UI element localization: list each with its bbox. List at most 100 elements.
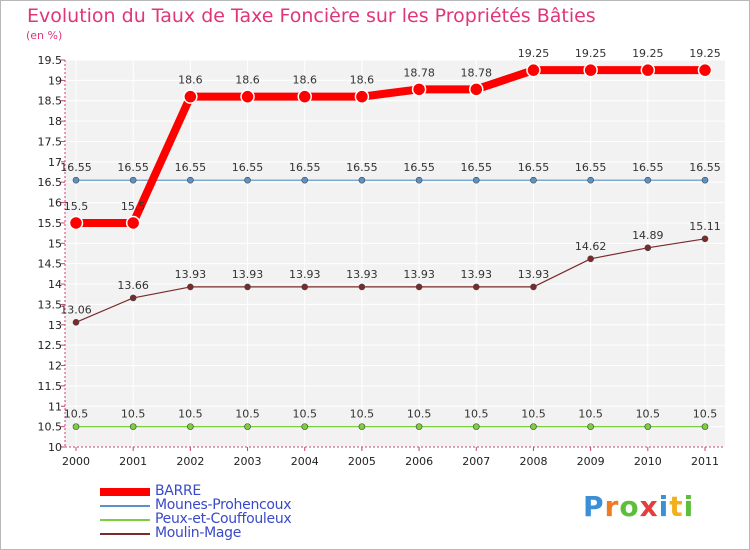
data-point-moulin-mage	[244, 283, 251, 291]
data-label-barre: 19.25	[632, 47, 664, 60]
data-point-moulin-mage	[72, 319, 80, 326]
data-label-peux-et-couffouleux: 10.5	[64, 408, 89, 421]
y-tick-label: 18	[48, 115, 62, 128]
data-point-peux-et-couffouleux	[587, 423, 594, 430]
data-label-barre: 18.6	[235, 74, 260, 87]
data-point-moulin-mage	[701, 235, 709, 243]
data-label-mounes-prohencoux: 16.55	[289, 161, 321, 174]
data-label-moulin-mage: 13.93	[403, 268, 435, 281]
y-tick-label: 18.5	[38, 95, 63, 108]
y-tick-label: 14	[48, 278, 62, 291]
data-point-barre	[583, 62, 598, 78]
data-point-mounes-prohencoux	[472, 176, 480, 184]
data-point-mounes-prohencoux	[187, 176, 194, 184]
series-line-moulin-mage	[75, 238, 706, 323]
data-label-peux-et-couffouleux: 10.5	[521, 408, 546, 421]
legend-item-mounes-prohencoux: Mounes-Prohencoux	[100, 497, 360, 513]
data-point-barre	[68, 215, 84, 231]
data-point-mounes-prohencoux	[644, 176, 652, 184]
data-label-barre: 19.25	[518, 47, 550, 60]
x-tick-label: 2000	[62, 455, 90, 468]
legend-label-peux-et-couffouleux: Peux-et-Couffouleux	[155, 511, 292, 527]
legend-item-moulin-mage: Moulin-Mage	[100, 525, 360, 541]
data-label-moulin-mage: 15.11	[689, 220, 721, 233]
data-label-mounes-prohencoux: 16.55	[232, 161, 264, 174]
data-point-moulin-mage	[644, 244, 652, 252]
data-point-peux-et-couffouleux	[72, 423, 80, 430]
data-point-mounes-prohencoux	[244, 176, 251, 184]
y-tick-label: 12.5	[38, 339, 63, 352]
legend: BARRE Mounes-Prohencoux Peux-et-Couffoul…	[100, 483, 360, 541]
data-label-mounes-prohencoux: 16.55	[346, 161, 378, 174]
data-point-mounes-prohencoux	[415, 176, 423, 184]
proxiti-logo: Proxiti	[583, 490, 694, 523]
data-label-barre: 15.5	[121, 200, 146, 213]
y-tick-label: 15	[48, 237, 62, 250]
data-point-peux-et-couffouleux	[301, 423, 309, 430]
data-label-moulin-mage: 13.93	[232, 268, 264, 281]
data-point-barre	[640, 62, 656, 78]
data-label-barre: 18.6	[292, 74, 317, 87]
y-tick-label: 13	[48, 319, 62, 332]
y-tick-label: 14.5	[38, 258, 63, 271]
logo-letter: t	[669, 490, 684, 523]
data-label-barre: 18.6	[178, 74, 203, 87]
x-tick-label: 2003	[234, 455, 262, 468]
data-point-mounes-prohencoux	[701, 176, 709, 184]
data-label-mounes-prohencoux: 16.55	[403, 161, 435, 174]
data-label-moulin-mage: 13.93	[175, 268, 207, 281]
data-point-barre	[240, 89, 255, 104]
x-tick-label: 2011	[691, 455, 719, 468]
legend-label-moulin-mage: Moulin-Mage	[155, 525, 242, 541]
x-tick-label: 2004	[291, 455, 319, 468]
y-tick-label: 12	[48, 360, 62, 373]
y-tick-label: 19.5	[38, 54, 63, 67]
data-label-mounes-prohencoux: 16.55	[632, 161, 664, 174]
chart-title: Evolution du Taux de Taxe Foncière sur l…	[27, 5, 596, 27]
x-tick-label: 2009	[577, 455, 605, 468]
data-point-mounes-prohencoux	[530, 176, 537, 184]
x-tick-label: 2008	[519, 455, 547, 468]
y-tick-label: 11	[48, 400, 62, 413]
plot-area	[65, 60, 725, 447]
legend-item-peux-et-couffouleux: Peux-et-Couffouleux	[100, 511, 360, 527]
data-point-peux-et-couffouleux	[530, 423, 537, 430]
data-point-barre	[697, 62, 713, 78]
y-tick-label: 13.5	[38, 298, 63, 311]
data-label-peux-et-couffouleux: 10.5	[636, 408, 661, 421]
data-label-peux-et-couffouleux: 10.5	[350, 408, 375, 421]
y-tick-label: 16.5	[38, 176, 63, 189]
data-label-barre: 18.78	[461, 66, 493, 79]
logo-letter: o	[619, 490, 640, 523]
logo-letter: r	[604, 490, 620, 523]
data-point-mounes-prohencoux	[587, 176, 594, 184]
data-point-peux-et-couffouleux	[129, 423, 137, 430]
data-point-barre	[411, 82, 427, 97]
logo-letter: i	[683, 490, 695, 523]
data-point-peux-et-couffouleux	[244, 423, 251, 430]
data-label-mounes-prohencoux: 16.55	[518, 161, 550, 174]
data-label-peux-et-couffouleux: 10.5	[292, 408, 317, 421]
data-label-mounes-prohencoux: 16.55	[60, 161, 92, 174]
data-point-moulin-mage	[301, 283, 309, 291]
data-point-mounes-prohencoux	[301, 176, 309, 184]
data-point-moulin-mage	[530, 283, 537, 291]
data-point-moulin-mage	[129, 294, 137, 302]
data-label-barre: 18.78	[403, 66, 435, 79]
x-tick-label: 2002	[176, 455, 204, 468]
data-label-mounes-prohencoux: 16.55	[117, 161, 149, 174]
data-point-mounes-prohencoux	[129, 176, 137, 184]
legend-swatch-peux-et-couffouleux	[100, 519, 150, 521]
legend-label-barre: BARRE	[155, 483, 201, 499]
data-label-peux-et-couffouleux: 10.5	[464, 408, 489, 421]
data-label-mounes-prohencoux: 16.55	[461, 161, 493, 174]
data-label-peux-et-couffouleux: 10.5	[693, 408, 718, 421]
legend-swatch-mounes-prohencoux	[100, 505, 150, 507]
data-point-barre	[469, 82, 484, 97]
data-label-peux-et-couffouleux: 10.5	[121, 408, 146, 421]
data-point-moulin-mage	[472, 283, 480, 291]
data-point-moulin-mage	[415, 283, 423, 291]
data-label-moulin-mage: 13.93	[346, 268, 378, 281]
y-tick-label: 17	[48, 156, 62, 169]
